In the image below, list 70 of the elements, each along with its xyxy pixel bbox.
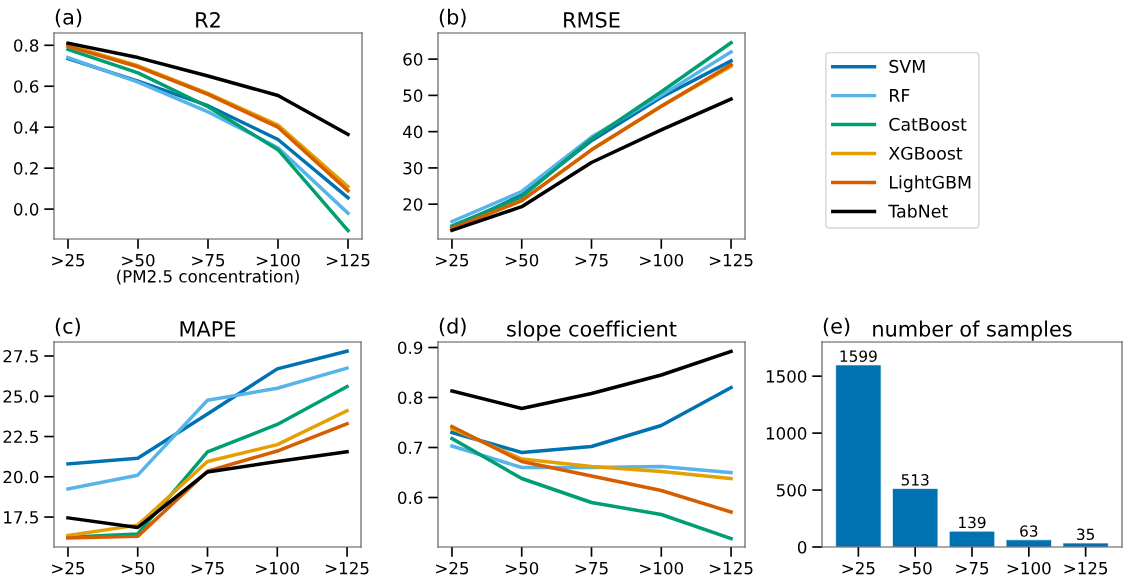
text: (d) bbox=[439, 317, 466, 337]
x-tick-label: >100 bbox=[1007, 561, 1051, 575]
x-tick-label: >125 bbox=[709, 561, 753, 575]
x-tick-label: >125 bbox=[1064, 561, 1108, 575]
data-label: 139 bbox=[959, 516, 986, 529]
x-tick-label: >25 bbox=[436, 253, 469, 267]
y-tick-label: 20.0 bbox=[3, 470, 39, 484]
y-tick-label: 30 bbox=[403, 161, 423, 175]
legend-label: CatBoost bbox=[889, 117, 967, 131]
x-tick-label: >50 bbox=[122, 253, 155, 267]
x-tick-label: >50 bbox=[121, 561, 155, 575]
y-tick-label: 40 bbox=[403, 125, 423, 139]
y-tick-label: 1000 bbox=[766, 427, 807, 440]
legend-label: RF bbox=[890, 89, 910, 102]
y-tick-label: 25.0 bbox=[3, 390, 39, 403]
text: (c) bbox=[55, 317, 80, 337]
chart-title: slope coefficient bbox=[507, 320, 677, 341]
chart-title: R2 bbox=[196, 11, 220, 28]
x-tick-label: >75 bbox=[575, 254, 608, 267]
x-tick-label: >100 bbox=[256, 253, 300, 267]
x-tick-label: >25 bbox=[52, 253, 85, 267]
text: (e) bbox=[823, 317, 850, 337]
x-axis-title: (PM2.5 concentration) bbox=[117, 269, 299, 285]
x-tick-label: >75 bbox=[191, 562, 224, 575]
text: (b) bbox=[439, 8, 466, 28]
x-tick-label: >75 bbox=[956, 562, 989, 575]
data-label: 513 bbox=[901, 474, 929, 486]
x-tick-label: >25 bbox=[52, 561, 85, 575]
text: (a) bbox=[55, 8, 82, 28]
x-tick-label: >100 bbox=[256, 561, 300, 575]
x-tick-label: >125 bbox=[709, 253, 753, 267]
x-tick-label: >25 bbox=[842, 561, 875, 575]
chart-title: MAPE bbox=[180, 321, 236, 337]
y-tick-label: 27.5 bbox=[3, 349, 38, 363]
y-tick-label: 0.8 bbox=[398, 391, 423, 405]
y-tick-label: 0.8 bbox=[14, 39, 39, 52]
x-tick-label: >50 bbox=[505, 561, 539, 575]
y-tick-label: 17.5 bbox=[4, 511, 38, 524]
x-tick-label: >50 bbox=[505, 253, 539, 267]
data-label: 35 bbox=[1077, 528, 1095, 541]
y-tick-label: 0.4 bbox=[14, 121, 39, 134]
y-tick-label: 0.7 bbox=[398, 441, 422, 455]
y-tick-label: 0.0 bbox=[14, 203, 39, 216]
legend-label: TabNet bbox=[888, 204, 948, 218]
y-tick-label: 0.2 bbox=[14, 162, 38, 175]
x-tick-label: >125 bbox=[325, 561, 369, 575]
y-tick-label: 1500 bbox=[766, 370, 807, 383]
y-tick-label: 0 bbox=[797, 540, 807, 554]
y-tick-label: 0.9 bbox=[398, 341, 423, 355]
y-tick-label: 50 bbox=[403, 89, 423, 102]
x-tick-label: >125 bbox=[326, 253, 370, 267]
chart-title: number of samples bbox=[873, 320, 1072, 341]
x-tick-label: >50 bbox=[899, 561, 932, 575]
x-tick-label: >100 bbox=[640, 561, 684, 575]
y-tick-label: 60 bbox=[403, 53, 423, 66]
data-label: 63 bbox=[1020, 525, 1038, 537]
y-tick-label: 0.6 bbox=[398, 491, 423, 505]
x-tick-label: >75 bbox=[575, 562, 608, 575]
legend-label: SVM bbox=[889, 59, 925, 73]
x-tick-label: >75 bbox=[192, 254, 225, 267]
legend-label: LightGBM bbox=[890, 175, 971, 193]
y-tick-label: 20 bbox=[403, 198, 423, 211]
x-tick-label: >100 bbox=[640, 253, 684, 267]
y-tick-label: 500 bbox=[776, 484, 807, 497]
y-tick-label: 22.5 bbox=[3, 430, 38, 444]
legend-label: XGBoost bbox=[888, 146, 963, 160]
x-tick-label: >25 bbox=[436, 561, 469, 575]
y-tick-label: 0.6 bbox=[14, 80, 39, 93]
data-label: 1599 bbox=[840, 350, 877, 362]
chart-title: RMSE bbox=[564, 11, 620, 28]
